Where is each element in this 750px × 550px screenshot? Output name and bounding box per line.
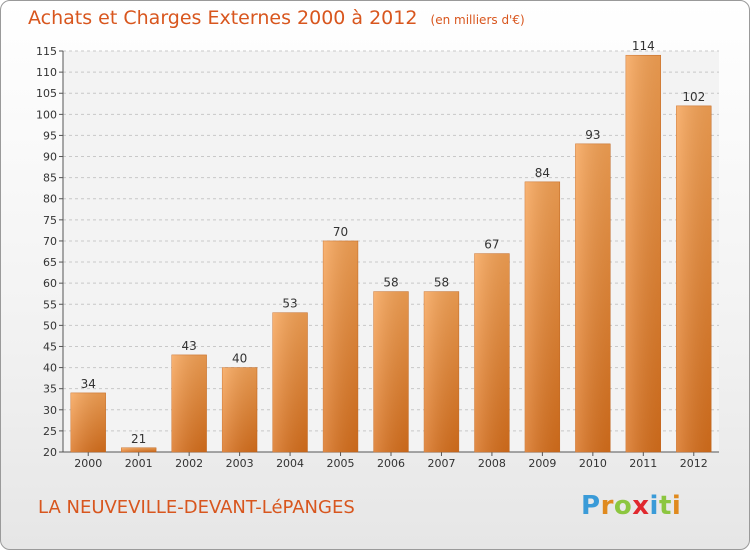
y-tick-label: 115 — [36, 45, 57, 58]
y-tick-label: 20 — [43, 446, 57, 459]
x-tick-label: 2005 — [327, 457, 355, 470]
data-label: 70 — [333, 225, 348, 239]
x-tick-label: 2007 — [427, 457, 455, 470]
logo-letter: i — [649, 491, 659, 521]
data-label: 53 — [282, 297, 297, 311]
commune-name: LA NEUVEVILLE-DEVANT-LéPANGES — [38, 497, 355, 518]
y-tick-label: 90 — [43, 151, 57, 164]
y-tick-label: 80 — [43, 193, 57, 206]
data-label: 21 — [131, 432, 146, 446]
x-tick-label: 2008 — [478, 457, 506, 470]
bars — [70, 54, 712, 453]
x-tick-label: 2000 — [74, 457, 102, 470]
bar-shade-2006 — [373, 291, 409, 452]
bar-shade-2004 — [272, 312, 308, 452]
chart-unit-note: (en milliers d'€) — [430, 13, 525, 27]
x-tick-label: 2011 — [629, 457, 657, 470]
data-labels: 34 21 43 40 53 70 58 58 67 84 93 114 102 — [81, 39, 706, 446]
chart-title: Achats et Charges Externes 2000 à 2012 (… — [28, 7, 525, 29]
y-tick-label: 100 — [36, 108, 57, 121]
y-tick-label: 95 — [43, 129, 57, 142]
bar-shade-2010 — [575, 143, 611, 452]
logo-letter: o — [613, 491, 633, 521]
x-tick-label: 2001 — [125, 457, 153, 470]
logo-letter: P — [581, 491, 601, 521]
data-label: 43 — [182, 339, 197, 353]
logo-letter: r — [600, 491, 614, 521]
data-label: 84 — [535, 166, 550, 180]
data-label: 58 — [434, 276, 449, 290]
bar-shade-2009 — [524, 181, 560, 452]
data-label: 102 — [682, 90, 705, 104]
bar-shade-2012 — [676, 105, 712, 452]
bar-shade-2007 — [424, 291, 459, 452]
data-label: 40 — [232, 352, 247, 366]
x-tick-label: 2010 — [579, 457, 607, 470]
y-tick-label: 30 — [43, 404, 57, 417]
y-tick-label: 50 — [43, 319, 57, 332]
y-tick-label: 75 — [43, 214, 57, 227]
logo-letter: x — [632, 491, 650, 521]
y-tick-label: 85 — [43, 172, 57, 185]
data-label: 34 — [81, 377, 96, 391]
bar-shade-2008 — [474, 253, 510, 452]
y-tick-label: 105 — [36, 87, 57, 100]
chart-title-text: Achats et Charges Externes 2000 à 2012 — [28, 7, 418, 29]
x-tick-label: 2006 — [377, 457, 405, 470]
y-tick-label: 40 — [43, 362, 57, 375]
y-tick-label: 35 — [43, 383, 57, 396]
bar-shade-2011 — [625, 55, 661, 452]
x-tick-label: 2012 — [680, 457, 708, 470]
bar-shade-2000 — [70, 392, 106, 452]
x-tick-label: 2003 — [226, 457, 254, 470]
data-label: 58 — [383, 276, 398, 290]
data-label: 67 — [484, 238, 499, 252]
x-tick-label: 2009 — [528, 457, 556, 470]
y-tick-label: 25 — [43, 425, 57, 438]
x-tick-label: 2004 — [276, 457, 304, 470]
logo-letter: t — [658, 491, 672, 521]
y-tick-label: 55 — [43, 298, 57, 311]
y-tick-label: 110 — [36, 66, 57, 79]
data-label: 114 — [632, 39, 655, 53]
y-tick-label: 45 — [43, 340, 57, 353]
y-tick-label: 70 — [43, 235, 57, 248]
bar-shade-2001 — [121, 447, 157, 452]
bar-shade-2002 — [171, 354, 207, 452]
logo-letter: i — [671, 491, 682, 521]
proxiti-logo: Proxiti — [581, 491, 681, 521]
bar-shade-2005 — [323, 240, 358, 452]
y-tick-label: 65 — [43, 256, 57, 269]
bar-shade-2003 — [222, 367, 258, 452]
data-label: 93 — [585, 128, 600, 142]
y-tick-label: 60 — [43, 277, 57, 290]
x-tick-label: 2002 — [175, 457, 203, 470]
